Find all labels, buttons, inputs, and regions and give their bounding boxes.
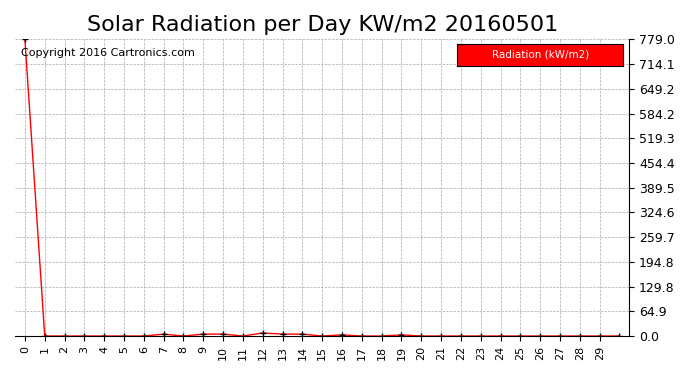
Text: Copyright 2016 Cartronics.com: Copyright 2016 Cartronics.com [21, 48, 195, 58]
Title: Solar Radiation per Day KW/m2 20160501: Solar Radiation per Day KW/m2 20160501 [86, 15, 558, 35]
